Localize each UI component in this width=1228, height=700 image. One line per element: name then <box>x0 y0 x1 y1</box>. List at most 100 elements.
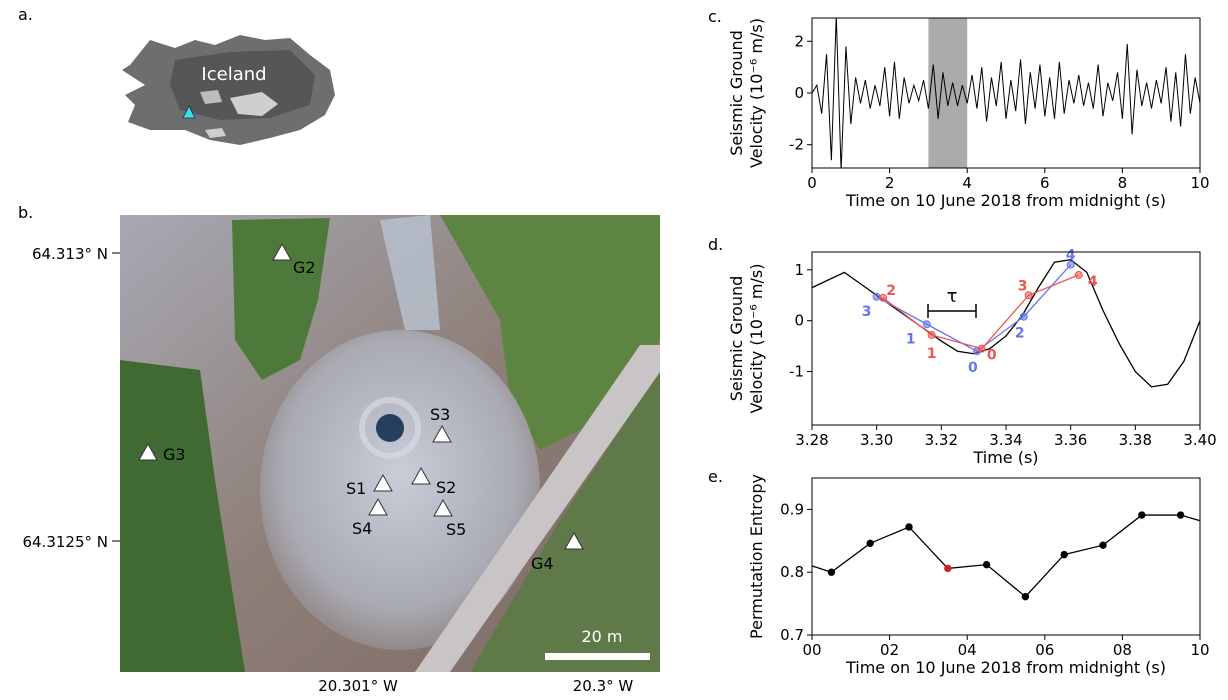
y-tick-label: -1 <box>789 363 804 381</box>
x-tick-label: 3.32 <box>925 431 958 449</box>
panel-label: d. <box>708 235 723 254</box>
station-label: G4 <box>531 554 554 573</box>
lat-label: 64.3125° N <box>22 533 108 551</box>
point-label: 1 <box>927 346 937 362</box>
y-tick-label: 0.8 <box>780 563 804 581</box>
plot-area <box>812 511 1200 601</box>
y-axis-label: Permutation Entropy <box>747 474 766 639</box>
y-tick-label: 2 <box>794 32 804 50</box>
point <box>1060 550 1068 559</box>
y-tick-label: 0.9 <box>780 500 804 518</box>
station-label: S2 <box>436 478 456 497</box>
point-label: 2 <box>1015 326 1025 342</box>
point-label: 4 <box>1088 274 1098 290</box>
panel-label: e. <box>708 467 723 486</box>
x-tick-label: 08 <box>1113 641 1132 659</box>
y-tick-label: -2 <box>789 136 804 154</box>
y-axis-label: Velocity (10⁻⁶ m/s) <box>747 18 766 168</box>
x-tick-label: 0 <box>807 174 817 192</box>
point-label: 0 <box>987 348 997 364</box>
annotation: τ <box>947 286 958 307</box>
axes-frame <box>811 17 1201 169</box>
x-tick-label: 10 <box>1190 641 1209 659</box>
point <box>1021 592 1030 601</box>
y-tick-label: 0 <box>794 312 804 330</box>
x-axis-label: Time on 10 June 2018 from midnight (s) <box>845 658 1166 677</box>
point <box>827 568 836 576</box>
x-tick-label: 00 <box>802 641 821 659</box>
x-tick-label: 3.36 <box>1054 431 1087 449</box>
point-label: 2 <box>886 283 896 299</box>
plot-area <box>812 258 1200 388</box>
station-label: G2 <box>293 258 316 277</box>
point <box>982 560 991 569</box>
iceland-map <box>122 35 335 145</box>
point-label: 3 <box>1018 278 1028 294</box>
station-label: S4 <box>352 519 372 538</box>
point <box>1176 511 1185 519</box>
stations <box>138 242 584 550</box>
point <box>1074 270 1083 279</box>
y-tick-label: 1 <box>794 261 804 279</box>
y-axis-label: Seismic Ground <box>727 30 746 156</box>
shaded-window <box>928 18 968 168</box>
station-label: G3 <box>163 445 186 464</box>
x-tick-label: 3.30 <box>860 431 893 449</box>
point <box>866 539 874 548</box>
series-line <box>812 18 1200 168</box>
panel-label: a. <box>18 5 33 24</box>
axes-frame <box>811 477 1201 636</box>
point-label: 0 <box>968 360 978 376</box>
scale-bar-label: 20 m <box>581 627 622 646</box>
point <box>1099 541 1107 549</box>
station-label: S5 <box>446 520 466 539</box>
point <box>922 320 931 329</box>
y-axis-label: Velocity (10⁻⁶ m/s) <box>747 264 766 414</box>
point <box>1066 260 1075 269</box>
y-axis-label: Seismic Ground <box>727 276 746 402</box>
x-axis-label: Time on 10 June 2018 from midnight (s) <box>845 191 1166 210</box>
map-label: Iceland <box>201 64 266 85</box>
point <box>1019 312 1028 321</box>
point <box>1024 291 1033 300</box>
point <box>905 523 913 531</box>
plot-area <box>812 18 1200 168</box>
x-tick-label: 3.34 <box>989 431 1022 449</box>
point-label: 1 <box>906 331 916 347</box>
x-tick-label: 6 <box>1040 174 1050 192</box>
lat-label: 64.313° N <box>32 245 108 263</box>
x-tick-label: 02 <box>880 641 899 659</box>
point-label: 3 <box>862 304 872 320</box>
x-tick-label: 10 <box>1190 174 1209 192</box>
y-tick-label: 0 <box>794 84 804 102</box>
x-tick-label: 3.28 <box>795 431 828 449</box>
panel-label: b. <box>18 203 33 222</box>
station-label: S3 <box>430 405 450 424</box>
point <box>944 564 952 573</box>
station-label: S1 <box>346 479 366 498</box>
point-label: 4 <box>1066 248 1076 264</box>
point <box>872 292 881 301</box>
x-axis-label: Time (s) <box>972 448 1038 467</box>
x-tick-label: 2 <box>885 174 895 192</box>
aerial-photo <box>120 215 660 672</box>
axes-frame <box>811 251 1201 426</box>
series-line <box>812 258 1200 388</box>
x-tick-label: 8 <box>1118 174 1128 192</box>
x-tick-label: 3.40 <box>1183 431 1216 449</box>
x-tick-label: 06 <box>1035 641 1054 659</box>
point <box>977 344 986 353</box>
lon-label: 20.3° W <box>573 677 634 695</box>
point <box>927 330 936 339</box>
series-line <box>812 514 1200 598</box>
x-tick-label: 4 <box>962 174 972 192</box>
lon-label: 20.301° W <box>318 677 398 695</box>
x-tick-label: 3.38 <box>1119 431 1152 449</box>
point <box>879 293 888 302</box>
x-tick-label: 04 <box>958 641 977 659</box>
tau-bracket <box>927 304 977 318</box>
panel-label: c. <box>708 7 722 26</box>
y-tick-label: 0.7 <box>780 626 804 644</box>
